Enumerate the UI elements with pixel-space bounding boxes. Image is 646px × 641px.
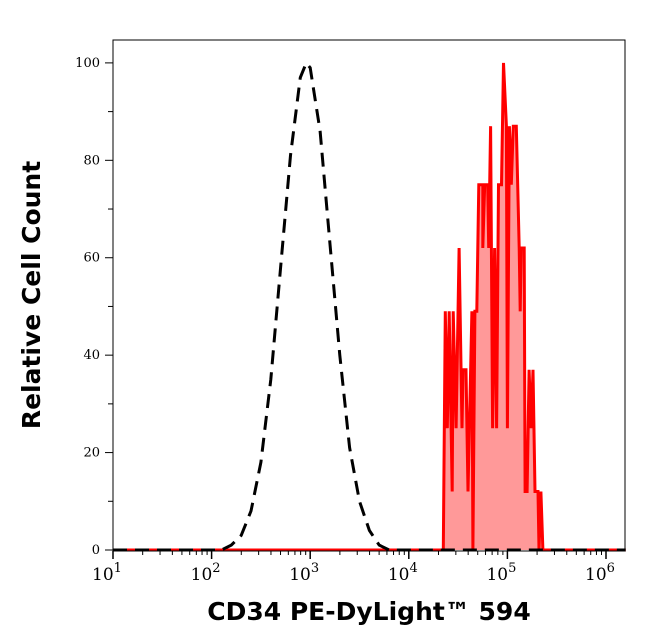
x-tick-base: 10 (191, 565, 213, 585)
y-tick-label: 100 (75, 56, 100, 71)
y-tick-label: 40 (83, 348, 100, 363)
x-tick-label: 102 (191, 561, 221, 585)
y-axis-title: Relative Cell Count (17, 161, 46, 429)
y-tick-label: 80 (83, 153, 100, 168)
x-tick-exponent: 3 (311, 561, 319, 576)
x-tick-exponent: 4 (409, 561, 417, 576)
x-tick-base: 10 (486, 565, 508, 585)
x-tick-label: 105 (486, 561, 516, 585)
y-tick-label: 0 (92, 543, 100, 558)
x-tick-exponent: 6 (607, 561, 615, 576)
x-tick-exponent: 1 (114, 561, 122, 576)
x-tick-base: 10 (585, 565, 607, 585)
series-layer (113, 59, 626, 552)
y-tick-label: 20 (83, 446, 100, 461)
x-tick-label: 106 (585, 561, 615, 585)
x-tick-exponent: 5 (508, 561, 516, 576)
x-axis-title: CD34 PE-DyLight™ 594 (207, 597, 530, 626)
x-tick-label: 104 (388, 561, 418, 585)
cd34-stained-line (113, 62, 626, 552)
x-tick-base: 10 (289, 565, 311, 585)
x-tick-base: 10 (388, 565, 410, 585)
x-tick-base: 10 (92, 565, 114, 585)
x-tick-label: 103 (289, 561, 319, 585)
y-tick-label: 60 (83, 251, 100, 266)
isotype-control-line (113, 59, 626, 552)
x-tick-label: 101 (92, 561, 122, 585)
series-fill-1 (113, 62, 626, 551)
x-tick-exponent: 2 (212, 561, 220, 576)
plot-frame (112, 39, 626, 552)
